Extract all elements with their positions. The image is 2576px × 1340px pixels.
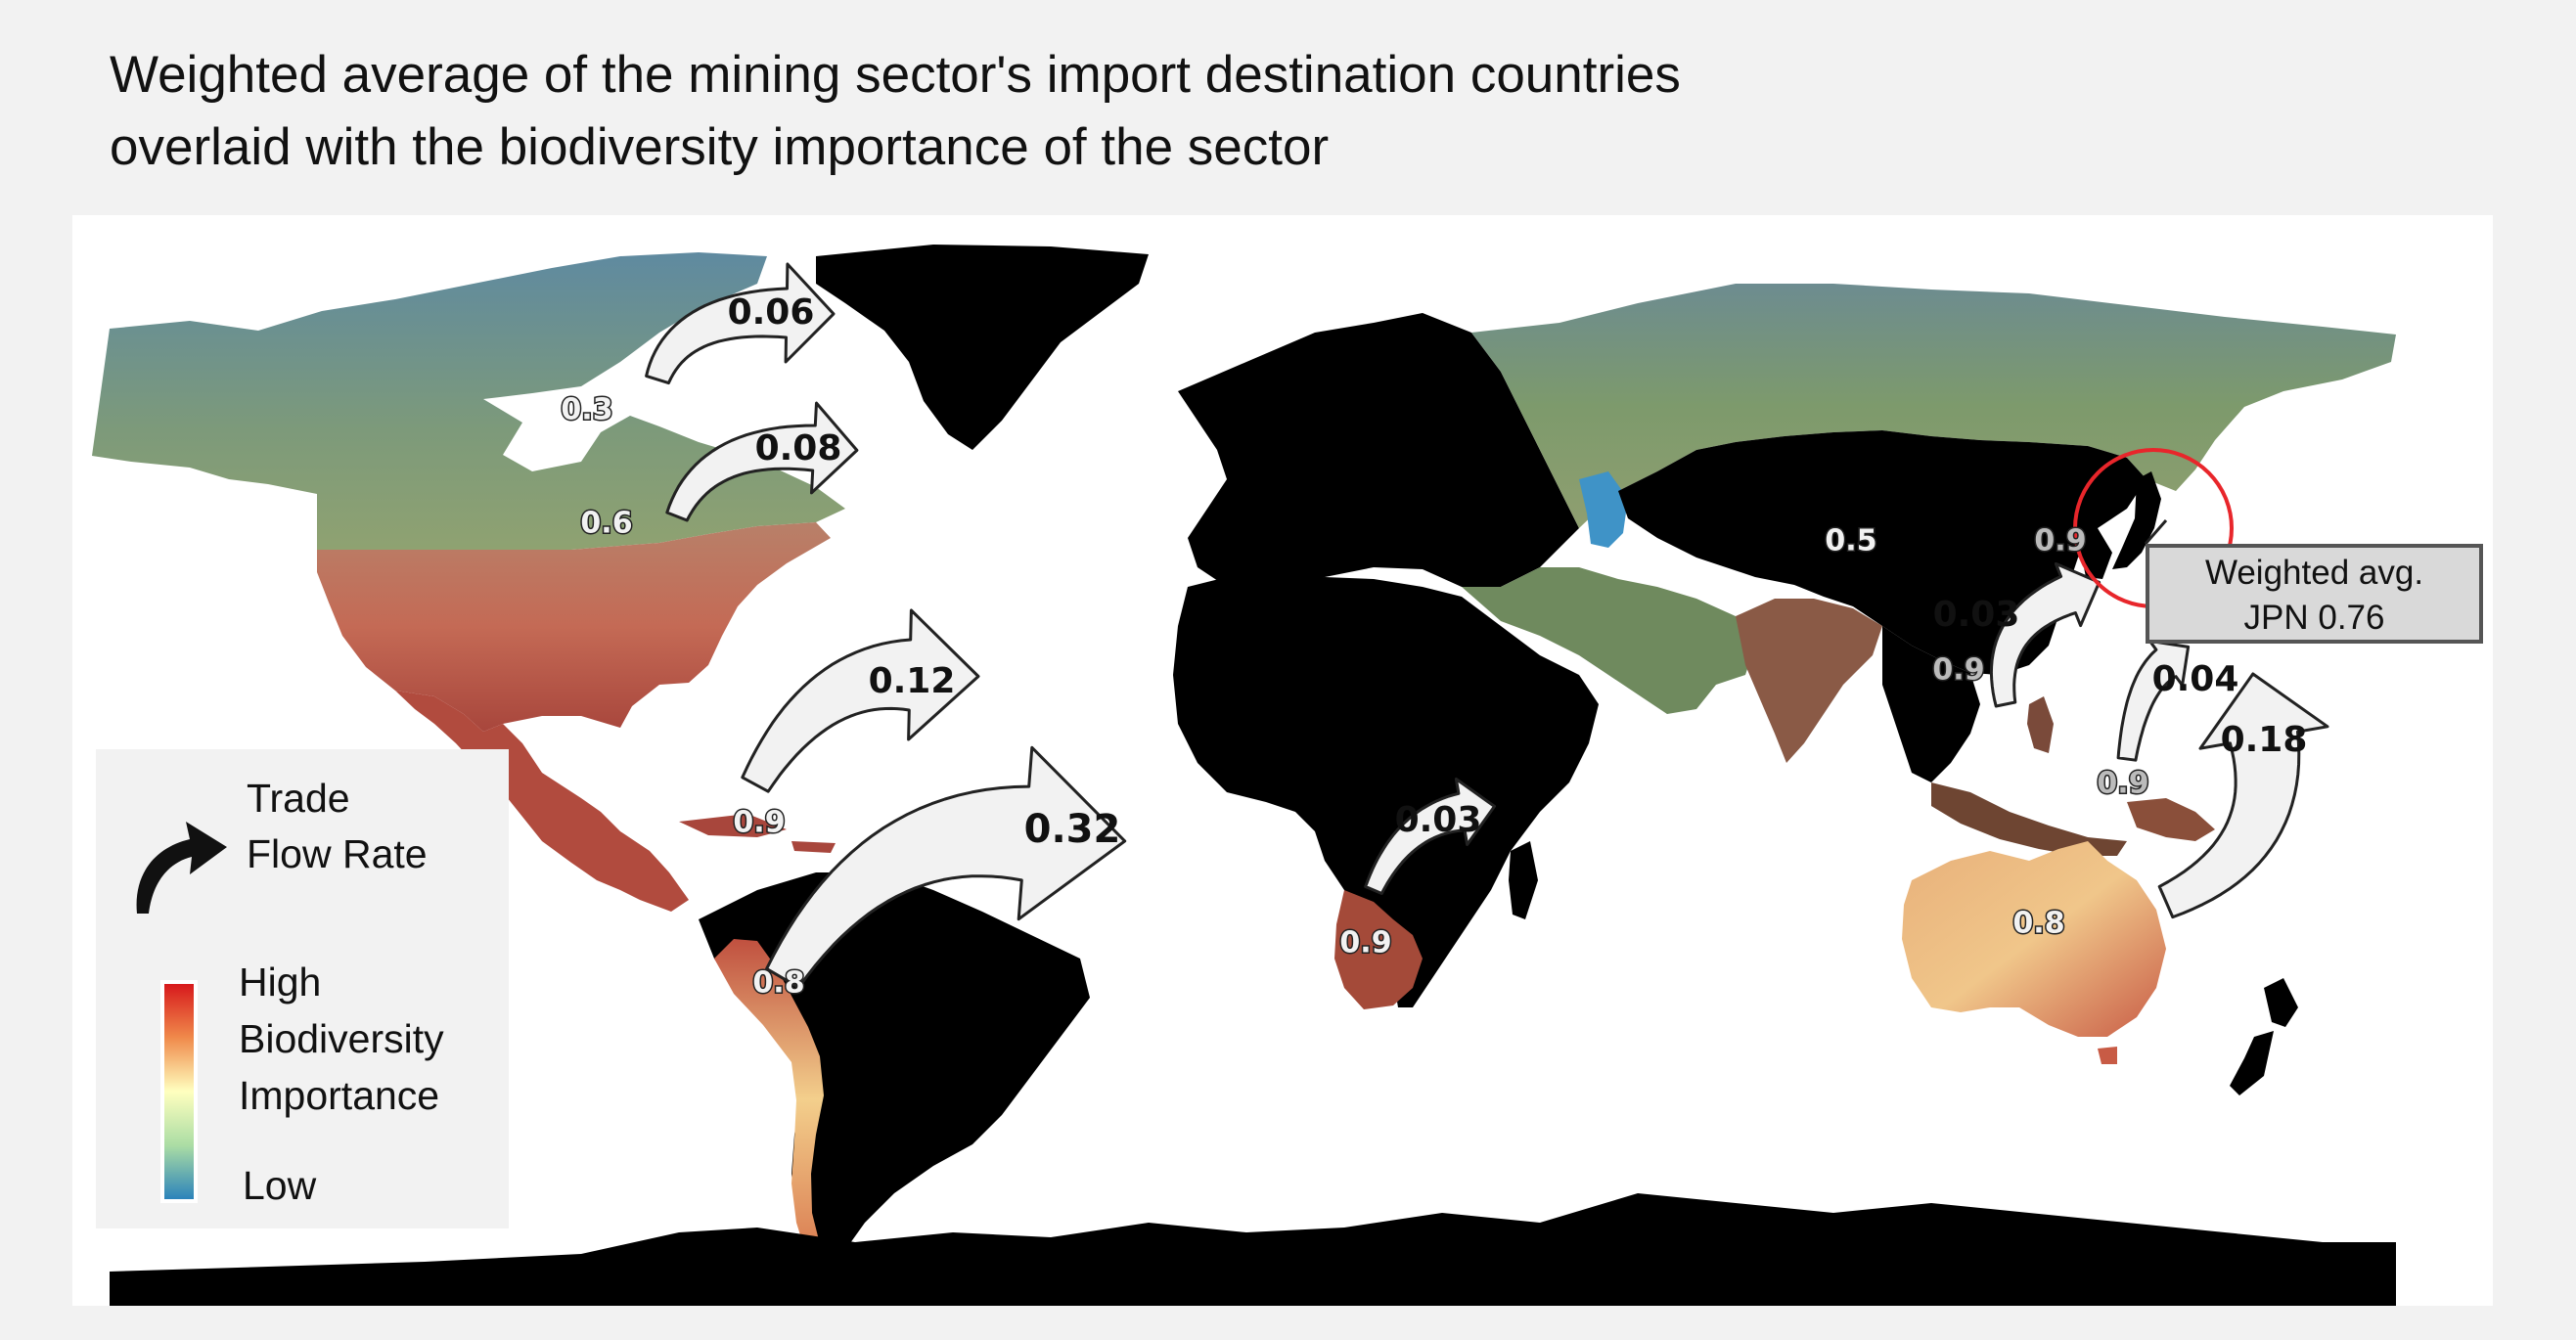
map-title-line-1: Weighted average of the mining sector's … xyxy=(110,46,1681,104)
trade-arrow-canada-south xyxy=(665,401,859,522)
caribbean-islands xyxy=(679,814,836,853)
new-zealand-region xyxy=(2230,978,2298,1095)
value-label-australia: 0.8 xyxy=(2012,907,2064,941)
value-label-china: 0.5 xyxy=(1825,524,1876,558)
trade-arrow-chile xyxy=(765,745,1127,990)
value-label-chile: 0.8 xyxy=(752,966,804,1001)
antarctica-region xyxy=(110,1193,2396,1306)
value-label-japan: 0.9 xyxy=(2034,524,2086,558)
usa-region xyxy=(317,522,831,732)
papua-new-guinea-region xyxy=(2127,798,2215,841)
biodiversity-colorbar xyxy=(160,980,198,1203)
map-title-line-2: overlaid with the biodiversity importanc… xyxy=(110,118,1330,176)
india-region xyxy=(1736,599,1882,763)
map-panel: 0.3 0.6 0.5 0.9 0.9 0.9 0.8 0.9 0.9 0.8 … xyxy=(72,215,2493,1306)
caspian-sea xyxy=(1579,471,1628,548)
flow-label-canada-north: 0.06 xyxy=(728,292,815,333)
value-label-south-africa: 0.9 xyxy=(1339,926,1391,960)
legend-importance-label: Importance xyxy=(239,1073,440,1118)
greenland-region xyxy=(816,245,1149,450)
flow-label-peru: 0.12 xyxy=(869,661,956,701)
trade-arrow-peru xyxy=(741,608,980,793)
map-title: Weighted average of the mining sector's … xyxy=(110,39,2360,184)
trade-arrow-australia xyxy=(2157,672,2329,919)
africa-region xyxy=(1173,577,1599,1007)
legend-biodiversity-label: Biodiversity xyxy=(239,1016,444,1061)
trade-arrow-south-africa xyxy=(1364,778,1496,895)
callout-line-2: JPN 0.76 xyxy=(2243,599,2385,637)
world-map: 0.3 0.6 0.5 0.9 0.9 0.9 0.8 0.9 0.9 0.8 … xyxy=(92,245,2396,1306)
legend-high-label: High xyxy=(239,960,322,1005)
trade-arrow-canada-north xyxy=(645,262,836,385)
australia-region xyxy=(1902,841,2166,1037)
philippines-region xyxy=(2027,696,2054,753)
south-america-region xyxy=(699,872,1090,1272)
middle-east-region xyxy=(1462,567,1755,714)
trade-arrow-philippines xyxy=(1989,561,2101,708)
europe-region xyxy=(1178,313,1579,589)
legend-trade-label-2: Flow Rate xyxy=(247,831,428,876)
peru-chile-region xyxy=(714,939,824,1260)
flow-label-philippines: 0.03 xyxy=(1933,595,2020,635)
flow-label-south-africa: 0.03 xyxy=(1395,800,1482,840)
map-legend: Trade Flow Rate High Biodiversity Import… xyxy=(96,749,509,1228)
tasmania-region xyxy=(2098,1047,2117,1064)
mexico-central-america-region xyxy=(395,691,689,912)
flow-label-canada-south: 0.08 xyxy=(755,428,842,469)
russia-region xyxy=(1471,284,2396,528)
trade-arrow-png xyxy=(2116,639,2191,762)
value-label-peru: 0.9 xyxy=(733,806,785,840)
callout-line-1: Weighted avg. xyxy=(2204,554,2424,592)
canada-alaska-region xyxy=(92,252,845,550)
legend-trade-label-1: Trade xyxy=(247,776,350,821)
value-label-canada: 0.3 xyxy=(561,393,612,427)
weighted-average-callout: Weighted avg. JPN 0.76 xyxy=(2146,544,2483,644)
callout-leader-line xyxy=(2144,519,2168,545)
south-africa-region xyxy=(1334,890,1423,1009)
indonesia-region xyxy=(1931,782,2127,856)
value-label-papua-new-guinea: 0.9 xyxy=(2097,767,2148,801)
legend-low-label: Low xyxy=(243,1163,317,1208)
value-label-usa: 0.6 xyxy=(580,507,632,541)
japan-region xyxy=(2112,471,2161,569)
flow-label-png: 0.04 xyxy=(2152,659,2239,699)
flow-label-australia: 0.18 xyxy=(2221,720,2308,760)
southeast-asia-region xyxy=(1882,626,1980,782)
madagascar-region xyxy=(1509,841,1538,919)
trade-flow-arrows xyxy=(645,262,2329,990)
trade-flow-arrow-icon xyxy=(136,822,227,914)
value-label-philippines: 0.9 xyxy=(1932,653,1984,688)
flow-label-chile: 0.32 xyxy=(1024,807,1121,852)
